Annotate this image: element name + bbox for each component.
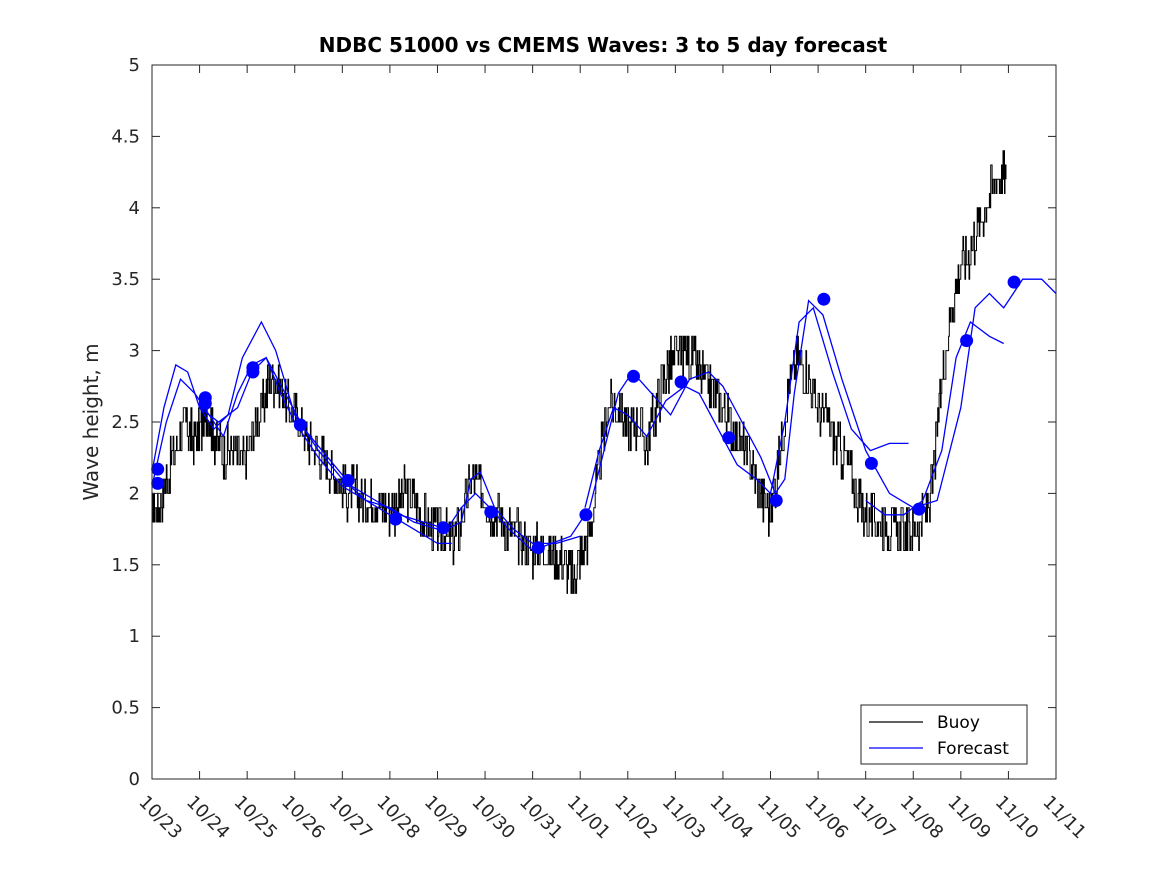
data-marks xyxy=(151,150,1057,594)
forecast-marker xyxy=(627,369,640,383)
x-tick-label: 11/05 xyxy=(753,792,805,844)
y-tick-label: 4 xyxy=(129,198,140,219)
x-tick-label: 11/07 xyxy=(848,792,900,844)
legend: Buoy Forecast xyxy=(860,704,1028,765)
x-tick-label: 10/29 xyxy=(420,792,472,844)
forecast-marker xyxy=(817,292,831,306)
forecast-marker xyxy=(484,505,498,519)
forecast-marker xyxy=(960,334,974,348)
x-tick-label: 10/30 xyxy=(468,792,520,844)
x-tick-label: 10/28 xyxy=(372,792,424,844)
forecast-marker xyxy=(579,508,593,522)
y-tick-label: 3.5 xyxy=(111,269,140,290)
forecast-marker xyxy=(151,476,165,490)
y-tick-label: 2 xyxy=(129,483,140,504)
y-tick-label: 0 xyxy=(129,769,140,790)
forecast-marker xyxy=(293,418,307,432)
legend-label-buoy: Buoy xyxy=(937,713,980,733)
x-tick-label: 11/01 xyxy=(563,792,615,844)
x-tick-label: 11/09 xyxy=(943,792,995,844)
chart-title: NDBC 51000 vs CMEMS Waves: 3 to 5 day fo… xyxy=(319,33,888,57)
y-tick-label: 2.5 xyxy=(111,412,140,433)
x-tick-label: 10/27 xyxy=(325,792,377,844)
forecast-marker xyxy=(198,396,212,410)
plot-area xyxy=(152,65,1056,779)
forecast-marker xyxy=(674,375,688,389)
x-tick-label: 10/25 xyxy=(230,792,282,844)
y-tick-label: 1 xyxy=(129,626,140,647)
x-tick-label: 11/10 xyxy=(991,792,1043,844)
forecast-marker xyxy=(531,541,545,555)
x-tick-label: 11/04 xyxy=(705,792,757,844)
forecast-marker xyxy=(389,512,403,526)
x-tick-label: 10/26 xyxy=(277,792,329,844)
forecast-marker xyxy=(151,462,165,476)
y-tick-label: 0.5 xyxy=(111,698,140,719)
legend-box xyxy=(860,704,1028,765)
y-tick-label: 5 xyxy=(129,55,140,76)
x-tick-label: 11/03 xyxy=(658,792,710,844)
x-tick-label: 11/02 xyxy=(610,792,662,844)
forecast-series-line-6 xyxy=(865,320,1004,516)
forecast-series-line-5 xyxy=(584,306,909,508)
forecast-marker xyxy=(864,456,878,470)
y-tick-label: 3 xyxy=(129,341,140,362)
buoy-series-line xyxy=(152,150,1007,594)
legend-label-forecast: Forecast xyxy=(937,739,1009,759)
y-tick-label: 1.5 xyxy=(111,555,140,576)
forecast-marker xyxy=(912,502,926,516)
x-tick-label: 11/08 xyxy=(896,792,948,844)
x-tick-label: 10/23 xyxy=(134,792,186,844)
forecast-marker xyxy=(341,474,355,487)
forecast-series-line-4 xyxy=(446,278,1057,552)
forecast-marker xyxy=(769,494,783,507)
x-tick-label: 11/06 xyxy=(801,792,853,844)
x-tick-label: 10/31 xyxy=(515,792,567,844)
forecast-marker xyxy=(436,521,450,535)
x-tick-label: 10/24 xyxy=(182,792,234,844)
y-tick-label: 4.5 xyxy=(111,126,140,147)
x-tick-label: 11/11 xyxy=(1038,792,1090,844)
forecast-marker xyxy=(722,431,736,445)
forecast-series-line-2 xyxy=(151,356,448,534)
forecast-marker xyxy=(1007,275,1021,289)
forecast-marker xyxy=(246,365,260,379)
y-axis-label: Wave height, m xyxy=(79,343,103,500)
